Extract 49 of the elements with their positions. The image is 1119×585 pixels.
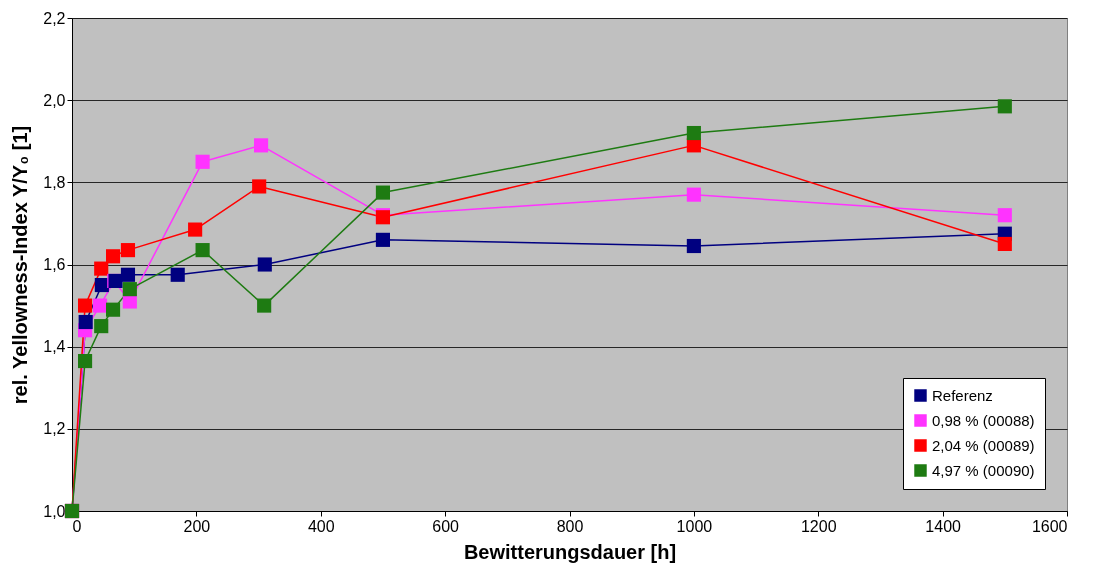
y-tick-label: 2,0 bbox=[43, 91, 66, 109]
legend-label: 0,98 % (00088) bbox=[932, 411, 1035, 429]
x-tick-label: 0 bbox=[72, 517, 82, 535]
x-tick-label: 800 bbox=[556, 517, 584, 535]
x-tick-label: 1400 bbox=[925, 517, 962, 535]
point bbox=[94, 319, 109, 334]
point bbox=[170, 267, 185, 282]
point bbox=[686, 125, 701, 141]
point bbox=[94, 261, 109, 276]
legend-label: 2,04 % (00089) bbox=[932, 436, 1035, 454]
x-tick-label: 400 bbox=[307, 517, 335, 535]
y-tick-label: 2,2 bbox=[43, 9, 66, 27]
x-tick-label: 200 bbox=[183, 517, 211, 535]
y-tick-label: 1,6 bbox=[43, 256, 66, 273]
point bbox=[77, 298, 93, 313]
point bbox=[253, 138, 269, 153]
point bbox=[997, 236, 1012, 252]
legend-label: Referenz bbox=[932, 386, 993, 404]
x-tick-label: 1200 bbox=[800, 517, 837, 535]
y-tick-label: 1,8 bbox=[43, 173, 66, 191]
point bbox=[997, 208, 1012, 223]
point bbox=[105, 249, 121, 264]
point bbox=[195, 154, 210, 169]
point bbox=[92, 298, 108, 313]
x-tick-label: 1000 bbox=[676, 517, 713, 535]
point bbox=[686, 187, 701, 202]
point bbox=[252, 179, 267, 194]
y-tick-label: 1,2 bbox=[43, 420, 66, 438]
point bbox=[120, 267, 136, 282]
point bbox=[257, 298, 272, 313]
y-tick-label: 1,4 bbox=[43, 338, 66, 356]
x-tick-label: 600 bbox=[432, 517, 460, 535]
point bbox=[375, 185, 391, 200]
y-tick-label: 1,0 bbox=[43, 502, 66, 520]
point bbox=[105, 302, 121, 317]
point bbox=[997, 99, 1012, 114]
point bbox=[120, 243, 136, 258]
point bbox=[257, 257, 272, 272]
y-axis-title: rel. Yellowness-Index Y/Y₀ [1] bbox=[9, 125, 32, 405]
point bbox=[78, 314, 93, 330]
point bbox=[195, 243, 210, 258]
x-tick-label: 1600 bbox=[1031, 517, 1068, 535]
point bbox=[686, 238, 701, 254]
legend-label: 4,97 % (00090) bbox=[932, 461, 1035, 479]
point bbox=[77, 353, 93, 369]
x-axis-title: Bewitterungsdauer [h] bbox=[463, 540, 677, 563]
point bbox=[188, 222, 203, 237]
point bbox=[122, 282, 137, 297]
point bbox=[375, 232, 391, 247]
